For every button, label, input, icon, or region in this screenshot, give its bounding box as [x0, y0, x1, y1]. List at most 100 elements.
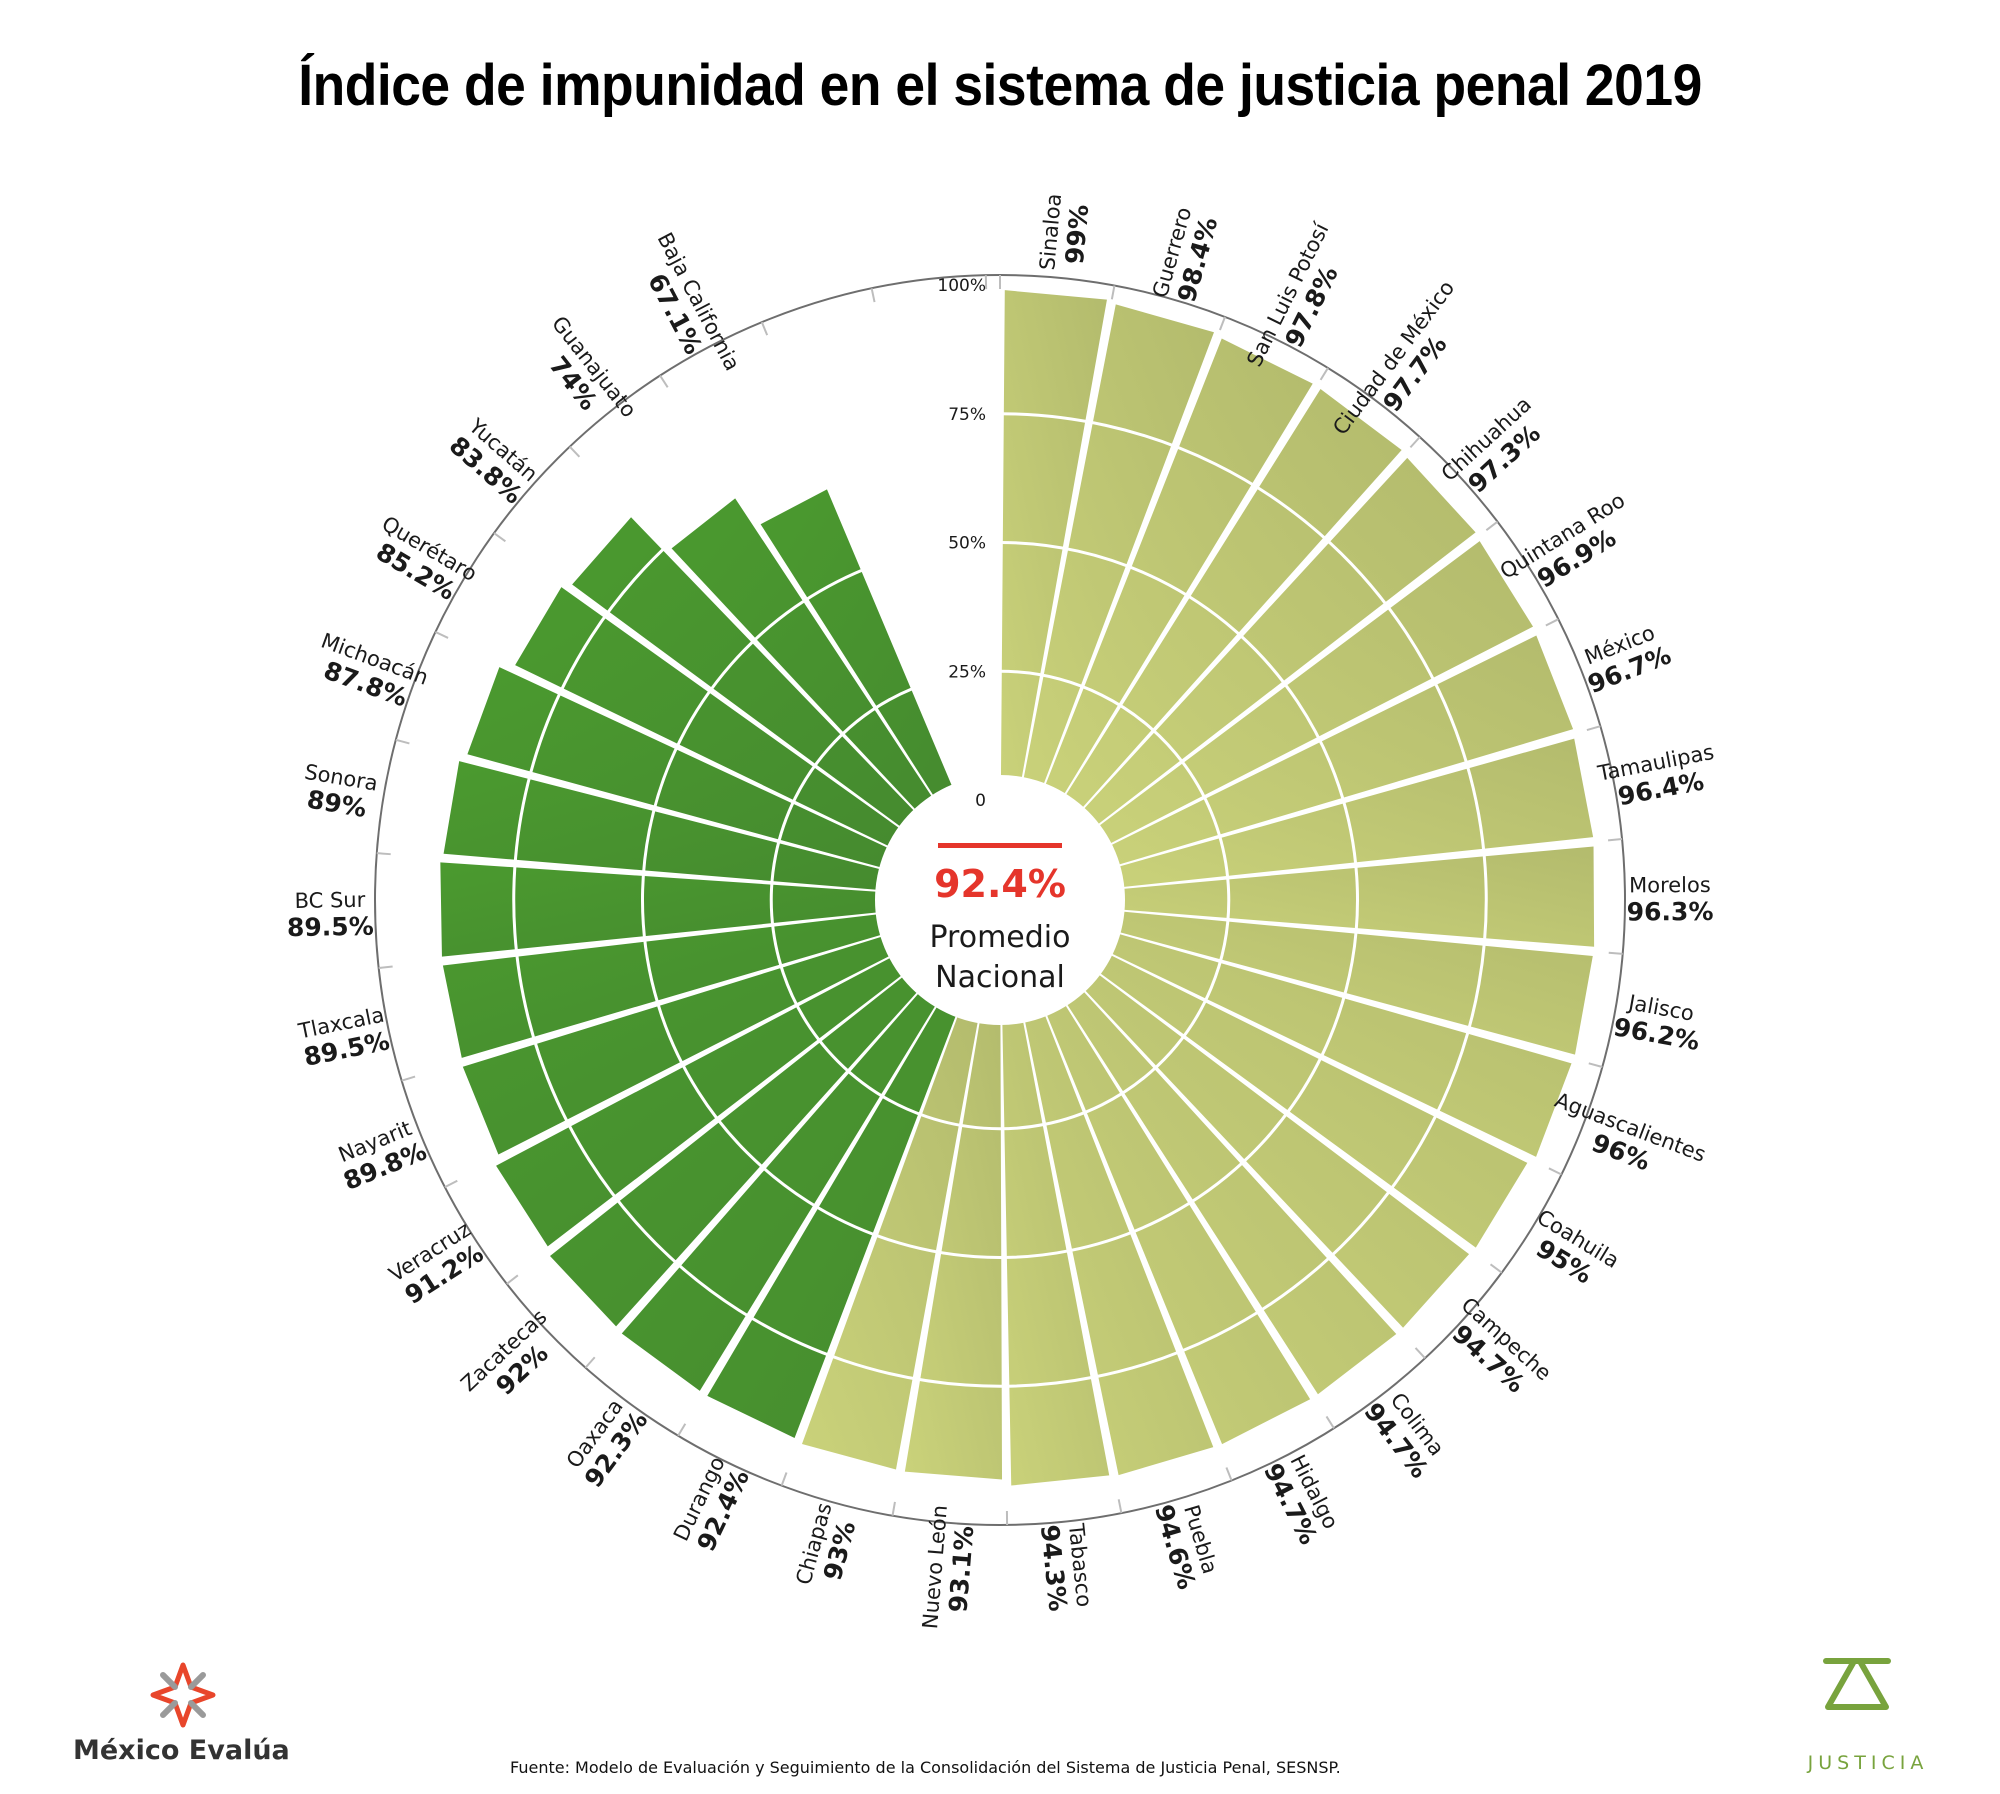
bar-michoac-n — [467, 667, 910, 874]
mexico-evalua-star-icon — [150, 1662, 216, 1728]
outer-tick — [444, 1179, 458, 1189]
outer-tick — [1117, 1499, 1123, 1514]
bar-hidalgo — [1037, 984, 1311, 1445]
bar-nuevo-le-n — [904, 998, 1003, 1480]
bar-guanajuato — [671, 498, 945, 827]
outer-tick — [493, 532, 506, 543]
bar-veracruz — [496, 946, 921, 1247]
bar-yucat-n — [572, 517, 931, 841]
tick-labels: 0 25% 50% 75% 100% — [937, 276, 986, 811]
tick-label: 25% — [948, 662, 986, 682]
state-value: 89.5% — [287, 912, 374, 942]
grid-rings — [512, 412, 1488, 1388]
grid-ring-50 — [641, 541, 1359, 1259]
tick-label: 75% — [948, 405, 986, 425]
outer-tick — [780, 1472, 788, 1486]
bar-zacatecas — [550, 962, 934, 1327]
outer-tick — [760, 321, 769, 336]
chart-title: Índice de impunidad en el sistema de jus… — [298, 53, 1702, 118]
state-name: Morelos — [1629, 873, 1711, 897]
mexico-evalua-logo — [70, 1655, 300, 1740]
grid-ring-75 — [512, 412, 1488, 1388]
center-hole — [875, 775, 1125, 1025]
tick-label: 0 — [975, 791, 986, 811]
source-note: Fuente: Modelo de Evaluación y Seguimien… — [510, 1758, 1341, 1777]
justicia-logo — [1820, 1655, 1895, 1730]
outer-tick — [677, 1423, 687, 1437]
outer-tick — [1325, 1415, 1335, 1429]
outer-tick — [870, 288, 876, 303]
outer-tick — [506, 1274, 519, 1285]
outer-tick — [378, 965, 393, 970]
bar-bc-sur — [440, 862, 901, 957]
bar-coahuila — [1080, 944, 1528, 1248]
outer-tick — [1414, 1347, 1426, 1359]
outer-tick — [376, 852, 391, 856]
outer-tick — [1219, 316, 1226, 331]
bar-durango — [707, 986, 965, 1438]
bar-sonora — [443, 761, 904, 892]
grid-ring-25 — [769, 669, 1231, 1131]
outer-tick — [1548, 1167, 1562, 1176]
mexico-evalua-wordmark: México Evalúa — [73, 1735, 290, 1766]
bar-quer-taro — [515, 587, 919, 857]
national-average-value: 92.4% — [934, 862, 1066, 906]
outer-tick — [1409, 436, 1421, 449]
outer-tick — [1586, 725, 1601, 732]
outer-tick — [1607, 838, 1623, 842]
bar-morelos — [1099, 846, 1595, 947]
outer-tick — [1608, 951, 1623, 955]
outer-tick — [1110, 285, 1116, 300]
tick-label: 100% — [937, 276, 986, 296]
bar-chihuahua — [1067, 457, 1476, 839]
average-marker-line — [938, 843, 1062, 848]
outer-tick — [891, 1501, 896, 1516]
outer-tick — [395, 738, 410, 745]
tick-label: 50% — [948, 534, 986, 554]
outer-tick — [1489, 1263, 1503, 1274]
bar-ciudad-de-m-xico — [1053, 389, 1402, 826]
outer-tick — [1588, 1062, 1603, 1068]
state-value: 93.1% — [943, 1525, 979, 1614]
bar-chiapas — [801, 993, 983, 1470]
scale-triangle-icon — [1823, 1658, 1891, 1710]
bar-baja-california — [760, 489, 962, 816]
outer-tick — [401, 1075, 416, 1082]
outer-tick — [1319, 367, 1329, 381]
state-value: 96.3% — [1627, 897, 1714, 926]
outer-tick — [1225, 1467, 1233, 1481]
bar-tlaxcala — [442, 911, 905, 1058]
outer-tick — [434, 631, 449, 639]
outer-tick — [1545, 618, 1559, 627]
bar-colima — [1054, 973, 1397, 1395]
bar-aguascalientes — [1090, 927, 1572, 1157]
state-name: BC Sur — [294, 888, 365, 913]
outer-tick — [569, 445, 581, 458]
